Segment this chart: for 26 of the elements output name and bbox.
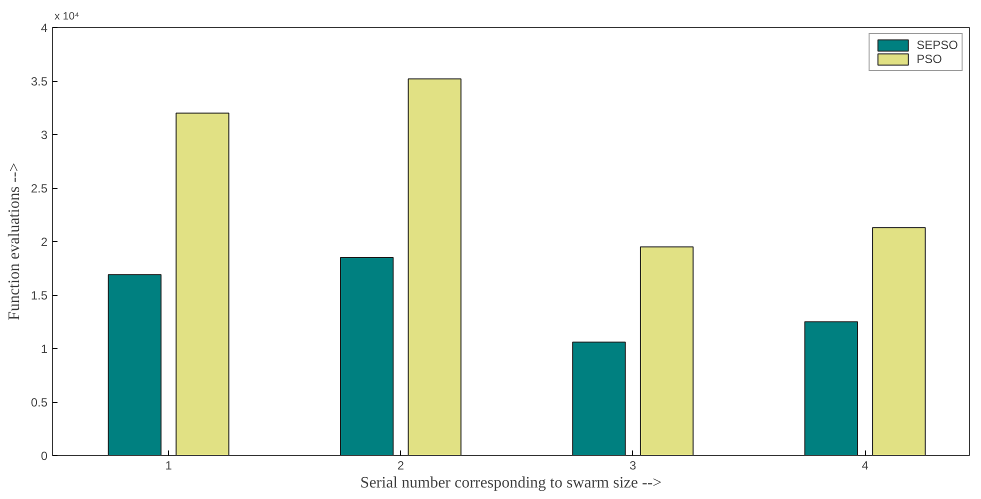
x-tick-label: 2 bbox=[397, 458, 404, 472]
bar bbox=[108, 274, 162, 456]
bar bbox=[872, 227, 926, 456]
bar bbox=[408, 78, 462, 456]
x-tick-label: 3 bbox=[630, 458, 637, 472]
y-axis-title: Function evaluations --> bbox=[6, 162, 23, 320]
bar bbox=[640, 246, 694, 456]
x-tick-label: 1 bbox=[165, 458, 172, 472]
y-tick-label: 4 bbox=[40, 21, 48, 35]
y-tick-label: 2.5 bbox=[30, 182, 48, 196]
y-tick-label: 3 bbox=[40, 128, 48, 142]
bar bbox=[340, 257, 394, 456]
y-tick-label: 2 bbox=[40, 235, 48, 249]
legend-label: PSO bbox=[916, 52, 942, 66]
x-axis-title: Serial number corresponding to swarm size --> bbox=[360, 474, 662, 492]
text: x 10⁴ bbox=[54, 10, 80, 22]
bar bbox=[572, 342, 626, 456]
y-tick-label: 3.5 bbox=[30, 74, 48, 88]
bar bbox=[176, 112, 230, 456]
y-tick-label: 0.5 bbox=[30, 396, 48, 410]
legend-label: SEPSO bbox=[916, 38, 958, 52]
y-tick-label: 1.5 bbox=[30, 288, 48, 302]
bar bbox=[804, 321, 858, 456]
y-tick-label: 0 bbox=[40, 449, 48, 463]
y-tick-label: 1 bbox=[40, 342, 48, 356]
x-tick-label: 4 bbox=[862, 458, 869, 472]
